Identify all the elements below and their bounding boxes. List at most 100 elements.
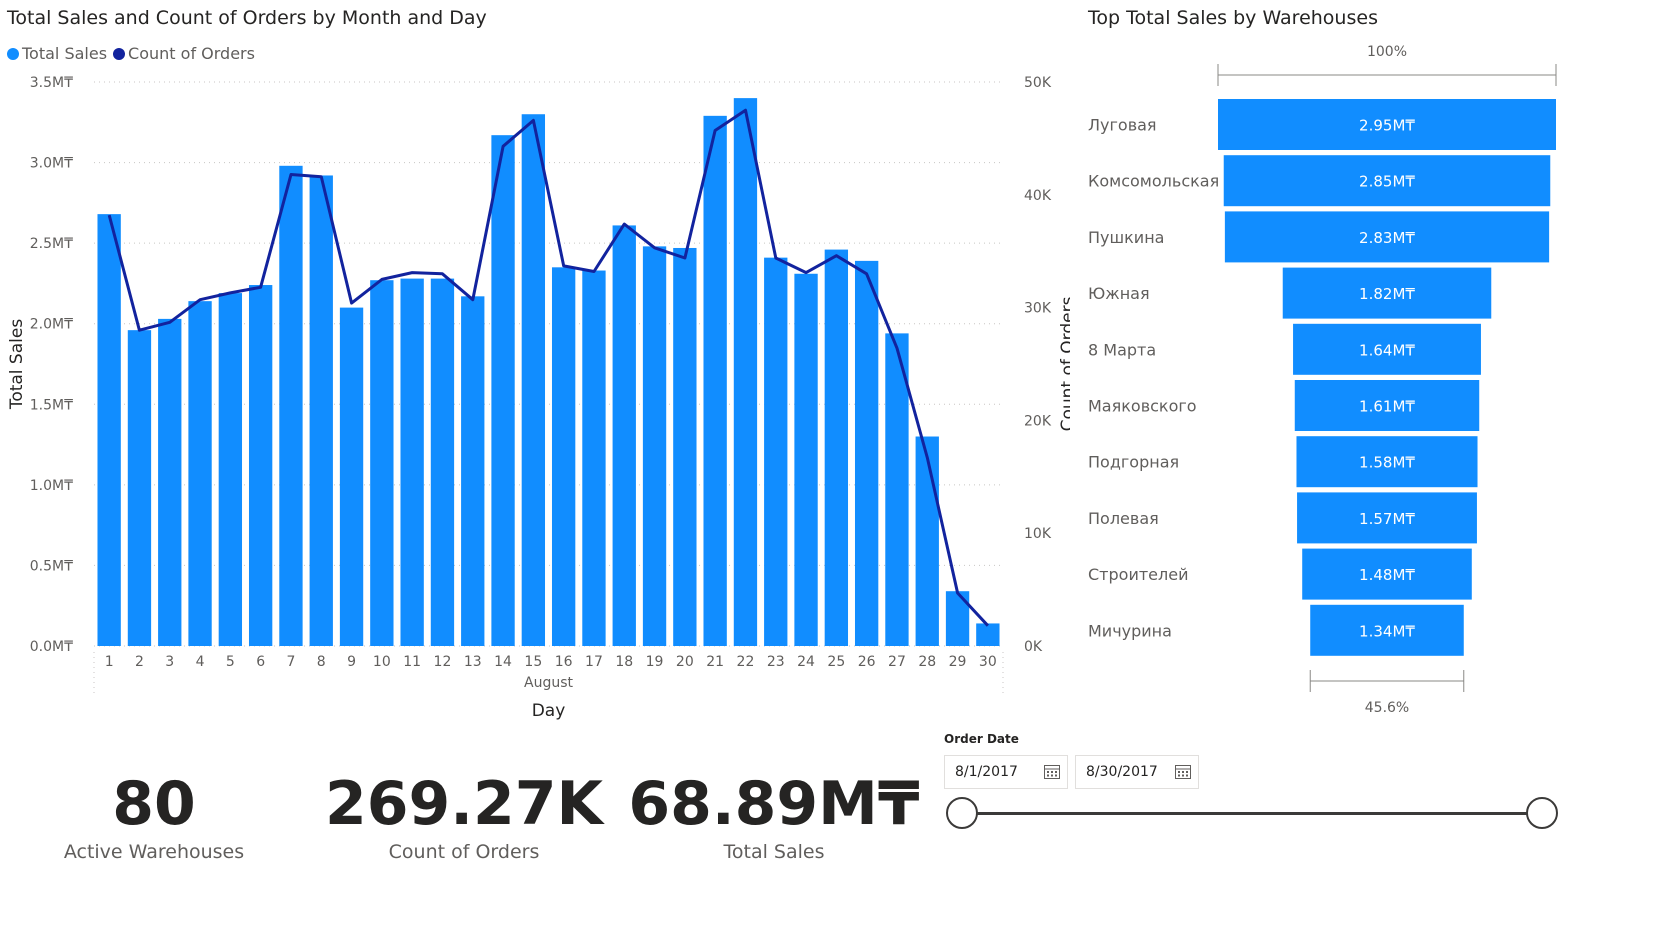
x-axis-tick-label: 14 — [494, 654, 512, 670]
bar-total-sales[interactable] — [945, 591, 970, 646]
y-axis-tick-label: 1.5M₸ — [30, 397, 73, 413]
funnel-category-label: Луговая — [1088, 116, 1157, 135]
bar-total-sales[interactable] — [885, 333, 909, 646]
bar-total-sales[interactable] — [430, 278, 455, 646]
line-count-of-orders[interactable] — [107, 108, 990, 627]
combo-legend: Total Sales Count of Orders — [7, 44, 261, 63]
funnel-category-label: Маяковского — [1088, 397, 1197, 416]
bar-total-sales[interactable] — [248, 285, 273, 646]
x-axis-tick-label: 12 — [434, 654, 452, 670]
bar-total-sales[interactable] — [733, 98, 758, 647]
y-axis-tick-label: 0.5M₸ — [30, 558, 73, 574]
calendar-icon[interactable] — [1174, 763, 1192, 781]
funnel-category-label: Комсомольская — [1088, 172, 1219, 191]
combo-chart-title: Total Sales and Count of Orders by Month… — [7, 7, 487, 29]
x-axis-group-label: August — [524, 675, 574, 691]
legend-item-total-sales[interactable]: Total Sales — [7, 44, 107, 63]
bar-total-sales[interactable] — [127, 330, 152, 646]
funnel-bar[interactable] — [1296, 436, 1478, 488]
funnel-bar[interactable] — [1293, 323, 1481, 375]
bar-total-sales[interactable] — [339, 307, 364, 646]
x-axis-tick-label: 5 — [226, 654, 235, 670]
slider-end-handle[interactable] — [1526, 797, 1558, 829]
x-axis-tick-label: 16 — [555, 654, 573, 670]
y2-axis-tick-label: 0K — [1024, 639, 1043, 655]
bar-total-sales[interactable] — [582, 270, 606, 646]
funnel-top-percent: 100% — [1367, 44, 1407, 60]
x-axis-tick-label: 19 — [646, 654, 664, 670]
bar-total-sales[interactable] — [915, 436, 939, 646]
bar-total-sales[interactable] — [461, 296, 485, 646]
bar-total-sales[interactable] — [400, 278, 424, 646]
calendar-icon[interactable] — [1043, 763, 1061, 781]
funnel-bar[interactable] — [1224, 211, 1550, 263]
bar-total-sales[interactable] — [491, 135, 515, 647]
funnel-bar[interactable] — [1302, 548, 1472, 600]
funnel-bar[interactable] — [1297, 492, 1477, 544]
bar-total-sales[interactable] — [612, 225, 636, 646]
y-axis-tick-label: 0.0M₸ — [30, 639, 73, 655]
funnel-bar[interactable] — [1218, 99, 1556, 150]
date-range-slider-track[interactable] — [962, 812, 1542, 815]
bar-total-sales[interactable] — [824, 249, 849, 647]
start-date-input[interactable]: 8/1/2017 — [944, 755, 1068, 789]
funnel-data-label: 2.95M₸ — [1359, 117, 1415, 135]
bar-total-sales[interactable] — [218, 293, 243, 646]
funnel-category-label: Подгорная — [1088, 453, 1179, 472]
funnel-bar[interactable] — [1223, 155, 1551, 207]
start-date-value: 8/1/2017 — [955, 764, 1018, 780]
funnel-category-label: Южная — [1088, 284, 1150, 303]
x-axis-title: Day — [532, 701, 566, 721]
y2-axis-tick-label: 20K — [1024, 413, 1052, 429]
funnel-bar[interactable] — [1294, 380, 1480, 431]
bar-total-sales[interactable] — [370, 280, 394, 646]
bar-total-sales[interactable] — [521, 114, 546, 646]
bar-total-sales[interactable] — [976, 623, 1000, 646]
x-axis-tick-label: 2 — [135, 654, 144, 670]
bar-total-sales[interactable] — [642, 246, 667, 646]
bar-total-sales[interactable] — [854, 260, 879, 646]
funnel-category-label: Полевая — [1088, 509, 1159, 528]
y2-axis-tick-label: 40K — [1024, 188, 1052, 204]
x-axis-tick-label: 26 — [858, 654, 876, 670]
funnel-data-label: 1.64M₸ — [1359, 341, 1415, 359]
slider-start-handle[interactable] — [946, 797, 978, 829]
combo-chart[interactable]: 0.0M₸ 0.5M₸ 1.0M₸ 1.5M₸ 2.0M₸ 2.5M₸ 3.0M₸ 3.5M₸… — [0, 0, 1070, 730]
x-axis-tick-label: 25 — [827, 654, 845, 670]
x-axis-tick-label: 4 — [196, 654, 205, 670]
y-axis-tick-label: 3.0M₸ — [30, 156, 73, 172]
funnel-data-label: 2.83M₸ — [1359, 229, 1415, 247]
end-date-input[interactable]: 8/30/2017 — [1075, 755, 1199, 789]
card-count-of-orders: 269.27K Count of Orders — [304, 768, 624, 864]
card-active-warehouses: 80 Active Warehouses — [0, 768, 314, 864]
card-value-total-sales: 68.89M₸ — [628, 769, 920, 839]
x-axis-tick-label: 18 — [615, 654, 633, 670]
bar-total-sales[interactable] — [703, 115, 727, 647]
bar-total-sales[interactable] — [279, 165, 303, 646]
bar-total-sales[interactable] — [551, 267, 576, 646]
x-axis-tick-label: 30 — [979, 654, 997, 670]
x-axis-tick-label: 11 — [403, 654, 421, 670]
x-axis-tick-label: 29 — [949, 654, 967, 670]
x-axis-tick-label: 27 — [888, 654, 906, 670]
funnel-chart[interactable]: 100% Луговая 2.95M₸ Комсомольская 2.85M₸ Пушк… — [1070, 30, 1660, 730]
slicer-title: Order Date — [944, 732, 1019, 746]
y-axis-title: Total Sales — [7, 319, 27, 410]
bar-total-sales[interactable] — [673, 247, 697, 646]
legend-item-count-of-orders[interactable]: Count of Orders — [113, 44, 255, 63]
bar-total-sales[interactable] — [309, 175, 333, 646]
bar-total-sales[interactable] — [97, 214, 121, 646]
funnel-data-label: 1.61M₸ — [1359, 398, 1415, 416]
bar-total-sales[interactable] — [158, 318, 182, 646]
y2-axis-tick-label: 30K — [1024, 301, 1052, 317]
funnel-bar[interactable] — [1282, 267, 1492, 319]
x-axis-tick-label: 10 — [373, 654, 391, 670]
x-axis-tick-label: 20 — [676, 654, 694, 670]
bar-total-sales[interactable] — [794, 273, 818, 646]
bar-total-sales[interactable] — [188, 301, 212, 646]
funnel-bar[interactable] — [1310, 604, 1464, 656]
card-value-active-warehouses: 80 — [112, 769, 196, 839]
funnel-data-label: 1.57M₸ — [1359, 510, 1415, 528]
bar-total-sales[interactable] — [764, 257, 788, 646]
funnel-data-label: 1.82M₸ — [1359, 285, 1415, 303]
